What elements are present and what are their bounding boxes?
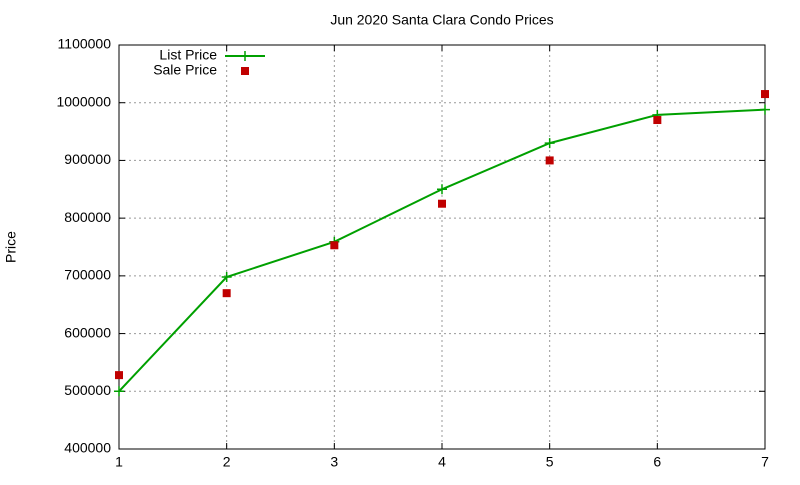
- point-marker: [545, 156, 554, 165]
- y-tick-label: 800000: [64, 209, 111, 225]
- plot-border: [118, 44, 766, 450]
- y-tick-label: 600000: [64, 324, 111, 340]
- point-marker: [330, 241, 339, 250]
- point-marker: [114, 386, 124, 397]
- y-tick-label: 1000000: [56, 93, 111, 109]
- y-tick-label: 500000: [64, 382, 111, 398]
- x-tick-label: 2: [223, 454, 231, 470]
- y-tick-label: 900000: [64, 151, 111, 167]
- point-marker: [438, 199, 446, 208]
- legend-marker: [241, 67, 249, 75]
- x-tick-label: 1: [115, 454, 123, 470]
- legend-label: Sale Price: [153, 62, 217, 78]
- point-marker: [437, 184, 447, 195]
- point-marker: [115, 371, 123, 380]
- x-tick-label: 4: [438, 454, 446, 470]
- y-tick-label: 1100000: [58, 36, 112, 52]
- point-marker: [760, 104, 770, 115]
- x-tick-label: 6: [653, 454, 661, 470]
- y-tick-label: 700000: [64, 267, 111, 283]
- point-marker: [221, 272, 232, 283]
- y-axis-label: Price: [3, 231, 19, 263]
- point-marker: [653, 116, 662, 125]
- legend-marker: [240, 51, 250, 61]
- y-tick-label: 400000: [64, 440, 111, 456]
- point-marker: [222, 289, 231, 298]
- point-marker: [761, 90, 769, 99]
- point-marker: [544, 138, 555, 149]
- x-tick-label: 7: [761, 454, 769, 470]
- chart-title: Jun 2020 Santa Clara Condo Prices: [330, 12, 553, 28]
- x-tick-label: 5: [546, 454, 554, 470]
- legend-label: List Price: [159, 47, 217, 63]
- x-tick-label: 3: [330, 454, 338, 470]
